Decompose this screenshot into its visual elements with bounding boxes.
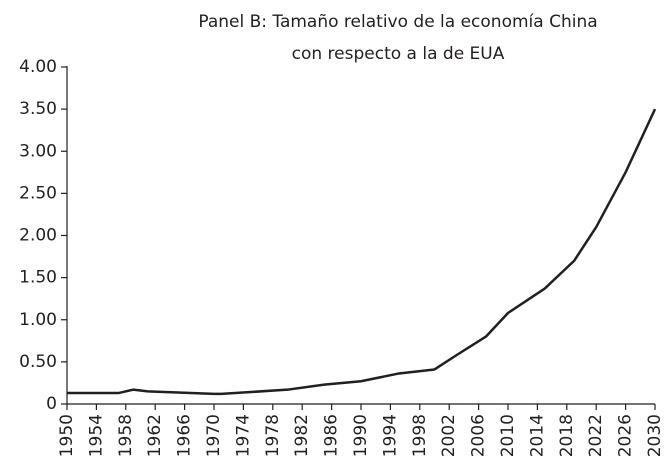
y-tick-label: 0	[46, 394, 57, 414]
x-tick-label: 1978	[263, 414, 283, 457]
x-tick-label: 1974	[233, 414, 253, 457]
x-tick-label: 2026	[616, 414, 636, 457]
y-tick-label: 4.00	[19, 57, 57, 77]
chart-title: Panel B: Tamaño relativo de la economía …	[198, 12, 597, 32]
x-tick-label: 1986	[322, 414, 342, 457]
x-tick-label: 2006	[469, 414, 489, 457]
x-tick-label: 1954	[86, 414, 106, 457]
x-tick-label: 1994	[380, 414, 400, 457]
x-tick-label: 1966	[175, 414, 195, 457]
x-tick-label: 1958	[116, 414, 136, 457]
x-tick-label: 1990	[351, 414, 371, 457]
y-tick-label: 3.00	[19, 141, 57, 161]
x-tick-label: 1970	[204, 414, 224, 457]
y-tick-label: 1.50	[19, 268, 57, 288]
x-tick-label: 1950	[57, 414, 77, 457]
chart-title: con respecto a la de EUA	[292, 44, 505, 64]
y-tick-label: 2.50	[19, 183, 57, 203]
y-tick-label: 1.00	[19, 310, 57, 330]
x-tick-label: 1998	[410, 414, 430, 457]
x-tick-label: 2022	[586, 414, 606, 457]
y-tick-label: 2.00	[19, 226, 57, 246]
y-tick-label: 3.50	[19, 99, 57, 119]
line	[67, 108, 657, 396]
x-tick-label: 2002	[439, 414, 459, 457]
x-tick-label: 2010	[498, 414, 518, 457]
x-tick-label: 2018	[557, 414, 577, 457]
x-tick-label: 1982	[292, 414, 312, 457]
x-tick-label: 2030	[645, 414, 665, 457]
x-tick-label: 1962	[145, 414, 165, 457]
x-tick-label: 2014	[527, 414, 547, 457]
y-tick-label: 0.50	[19, 352, 57, 372]
